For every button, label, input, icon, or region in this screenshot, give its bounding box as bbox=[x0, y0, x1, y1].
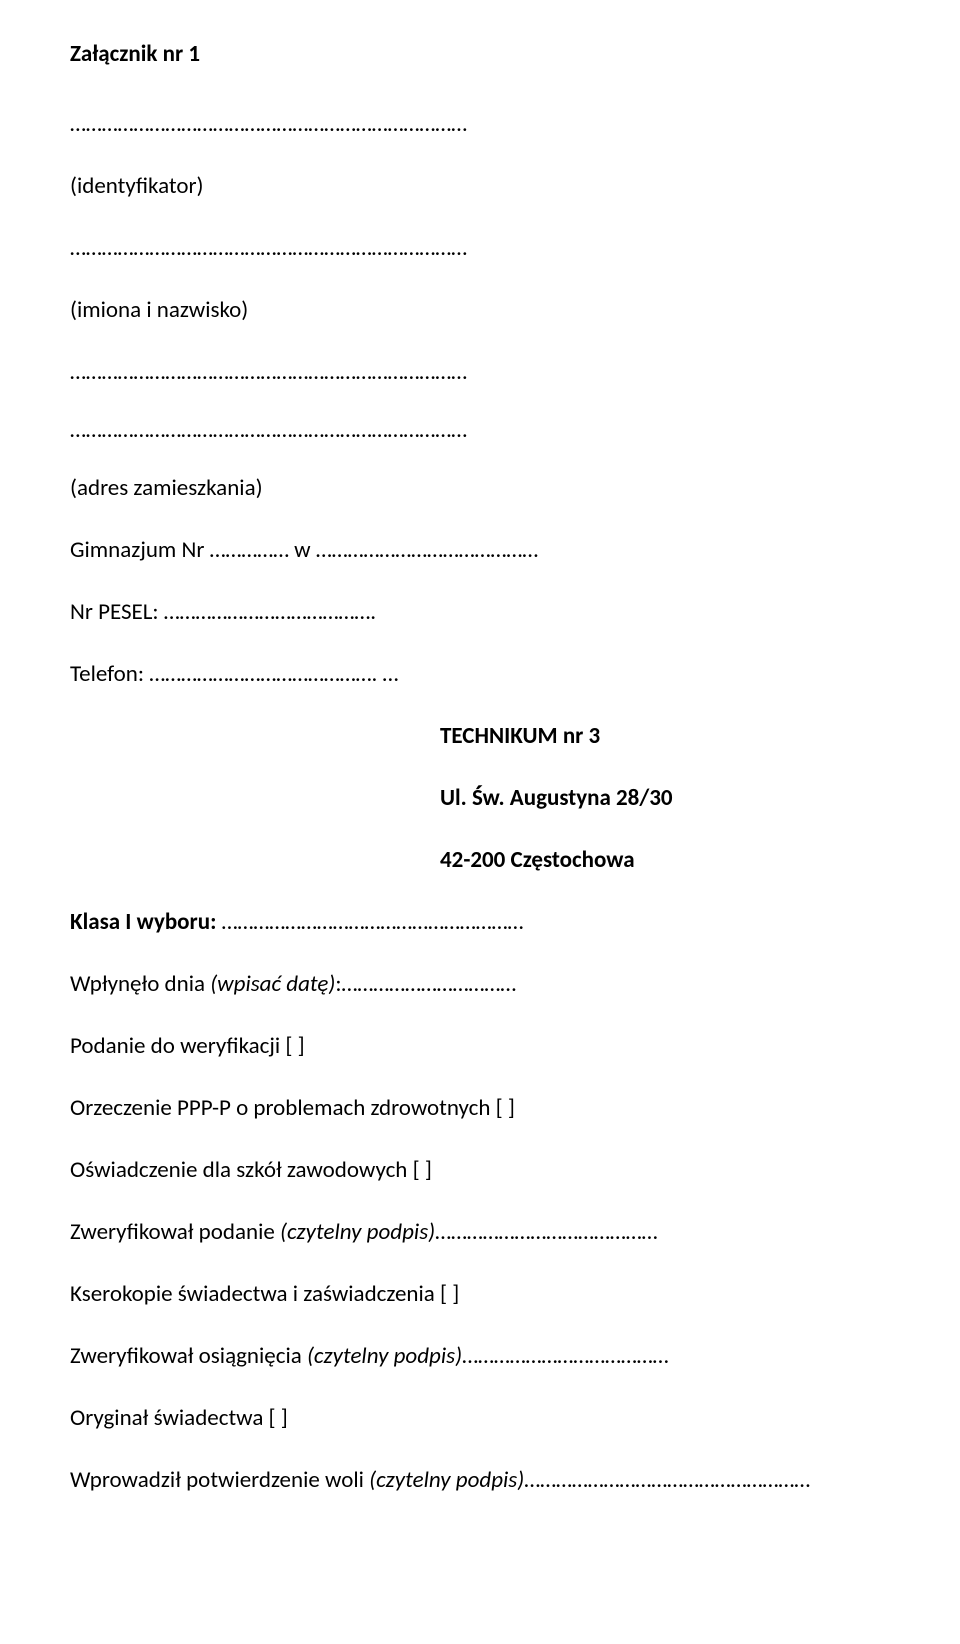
school-city: 42-200 Częstochowa bbox=[440, 846, 890, 874]
wplynelo-line: Wpłynęło dnia (wpisać datę):…………………………… bbox=[70, 970, 890, 998]
gimnazjum-line: Gimnazjum Nr w bbox=[70, 536, 890, 564]
klasa-label: Klasa I wyboru: bbox=[70, 908, 222, 936]
podanie-line: Podanie do weryfikacji [ ] bbox=[70, 1032, 890, 1060]
wprowadzil-dots: ……………………………………………… bbox=[524, 1466, 810, 1494]
dots-line bbox=[70, 110, 467, 138]
oryginal-line: Oryginał świadectwa [ ] bbox=[70, 1404, 890, 1432]
orzeczenie-line: Orzeczenie PPP-P o problemach zdrowotnyc… bbox=[70, 1094, 890, 1122]
dots-line bbox=[70, 416, 467, 444]
dots-line bbox=[70, 358, 467, 386]
telefon-dots: ……………………………………. … bbox=[149, 660, 398, 688]
imiona-label: (imiona i nazwisko) bbox=[70, 296, 890, 324]
klasa-line: Klasa I wyboru: ………………………………………………… bbox=[70, 908, 890, 936]
gimnazjum-prefix: Gimnazjum Nr bbox=[70, 536, 210, 564]
pesel-dots: …………………………………. bbox=[164, 598, 376, 626]
klasa-dots: ………………………………………………… bbox=[222, 908, 524, 936]
wprowadzil-hint: (czytelny podpis) bbox=[369, 1466, 524, 1494]
identyfikator-label: (identyfikator) bbox=[70, 172, 890, 200]
telefon-label: Telefon: bbox=[70, 660, 149, 688]
wplynelo-prefix: Wpłynęło dnia bbox=[70, 970, 210, 998]
dots-short bbox=[210, 536, 289, 564]
kserokopie-line: Kserokopie świadectwa i zaświadczenia [ … bbox=[70, 1280, 890, 1308]
wprowadzil-prefix: Wprowadził potwierdzenie woli bbox=[70, 1466, 369, 1494]
zweryfikowal-podanie-dots: …………………………………… bbox=[435, 1218, 657, 1246]
zweryfikowal-osiag-line: Zweryfikował osiągnięcia (czytelny podpi… bbox=[70, 1342, 890, 1370]
zweryfikowal-podanie-prefix: Zweryfikował podanie bbox=[70, 1218, 280, 1246]
gimnazjum-mid: w bbox=[289, 536, 316, 564]
attachment-header: Załącznik nr 1 bbox=[70, 40, 890, 68]
zweryfikowal-osiag-hint: (czytelny podpis) bbox=[307, 1342, 462, 1370]
adres-label: (adres zamieszkania) bbox=[70, 474, 890, 502]
zweryfikowal-podanie-line: Zweryfikował podanie (czytelny podpis)……… bbox=[70, 1218, 890, 1246]
wprowadzil-line: Wprowadził potwierdzenie woli (czytelny … bbox=[70, 1466, 890, 1494]
zweryfikowal-osiag-dots: ………………………………… bbox=[462, 1342, 668, 1370]
dots-line bbox=[70, 234, 467, 262]
zweryfikowal-podanie-hint: (czytelny podpis) bbox=[280, 1218, 435, 1246]
pesel-line: Nr PESEL: …………………………………. bbox=[70, 598, 890, 626]
telefon-line: Telefon: ……………………………………. … bbox=[70, 660, 890, 688]
school-name: TECHNIKUM nr 3 bbox=[440, 722, 890, 750]
school-street: Ul. Św. Augustyna 28/30 bbox=[440, 784, 890, 812]
wplynelo-dots: …………………………… bbox=[342, 970, 517, 998]
zweryfikowal-osiag-prefix: Zweryfikował osiągnięcia bbox=[70, 1342, 307, 1370]
dots-medium bbox=[316, 536, 538, 564]
oswiadczenie-line: Oświadczenie dla szkół zawodowych [ ] bbox=[70, 1156, 890, 1184]
pesel-label: Nr PESEL: bbox=[70, 598, 164, 626]
wplynelo-hint: (wpisać datę) bbox=[210, 970, 335, 998]
